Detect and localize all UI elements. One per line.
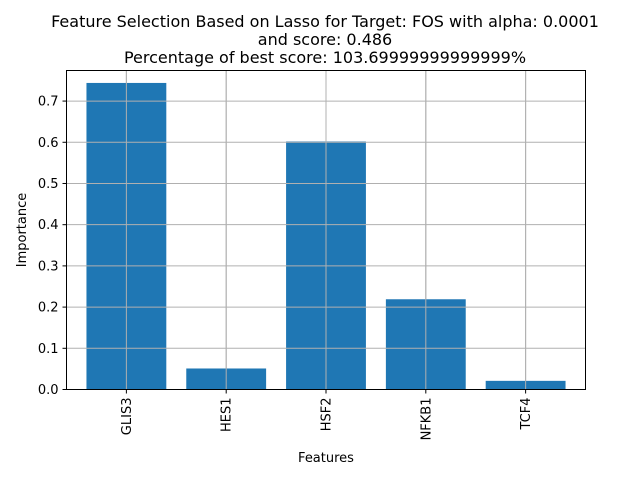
- x-tick-label: TCF4: [519, 398, 534, 431]
- title-line-1: Feature Selection Based on Lasso for Tar…: [51, 12, 599, 31]
- x-axis-ticks: GLIS3 HES1 HSF2 NFKB1 TCF4: [120, 389, 534, 441]
- y-tick-label: 0.5: [38, 177, 59, 192]
- x-tick-label: HES1: [220, 398, 235, 433]
- title-line-3: Percentage of best score: 103.6999999999…: [124, 48, 526, 67]
- x-tick-label: HSF2: [320, 398, 335, 432]
- y-tick-label: 0.6: [38, 136, 59, 151]
- y-axis-ticks: 0.0 0.1 0.2 0.3 0.4 0.5 0.6 0.7: [38, 95, 67, 398]
- x-axis-label: Features: [298, 451, 354, 466]
- y-tick-label: 0.7: [38, 95, 59, 110]
- y-tick-label: 0.2: [38, 301, 59, 316]
- y-tick-label: 0.1: [38, 342, 59, 357]
- y-tick-label: 0.4: [38, 218, 59, 233]
- x-tick-label: GLIS3: [120, 398, 135, 436]
- y-tick-label: 0.0: [38, 383, 59, 398]
- bars: [66, 70, 586, 390]
- chart-title: Feature Selection Based on Lasso for Tar…: [51, 12, 599, 67]
- title-line-2: and score: 0.486: [258, 30, 392, 49]
- y-tick-label: 0.3: [38, 259, 59, 274]
- y-axis-label: Importance: [15, 193, 30, 268]
- x-tick-label: NFKB1: [419, 398, 434, 441]
